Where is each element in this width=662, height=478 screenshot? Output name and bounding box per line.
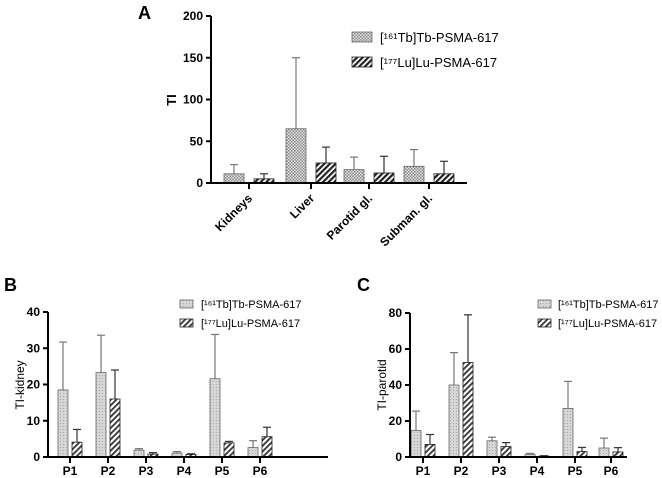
bar-diagonal-hatch-p3 (500, 446, 512, 458)
bar-light-dotted-p3 (133, 449, 145, 458)
x-tick-label: P1 (416, 464, 431, 478)
panel-label: B (4, 275, 17, 295)
y-tick-label: 10 (27, 414, 41, 428)
legend-swatch-checkered (351, 31, 373, 43)
y-axis-label: TI-kidney (13, 360, 27, 409)
y-tick-label: 200 (183, 9, 203, 23)
legend-swatch-diagonal-hatch (179, 318, 194, 328)
x-tick-label: P3 (492, 464, 507, 478)
legend-swatch-light-dotted (179, 299, 194, 309)
bar-diagonal-hatch-p2 (462, 362, 474, 458)
bar-checkered-parotid-gl- (343, 169, 365, 184)
y-tick-label: 20 (389, 414, 403, 428)
y-tick-label: 50 (190, 134, 204, 148)
legend-label: [¹⁷⁷Lu]Lu-PSMA-617 (380, 55, 497, 70)
y-tick-label: 0 (196, 176, 203, 190)
legend-swatch-diagonal-hatch (537, 318, 552, 328)
legend-swatch-dense-diagonal (351, 56, 373, 68)
bar-diagonal-hatch-p2 (109, 398, 121, 458)
x-tick-label: P6 (604, 464, 619, 478)
bar-light-dotted-p5 (209, 378, 221, 458)
y-tick-label: 60 (389, 342, 403, 356)
bar-checkered-subman-gl- (403, 165, 425, 184)
y-tick-label: 40 (389, 378, 403, 392)
x-tick-label: P2 (454, 464, 469, 478)
bar-diagonal-hatch-p6 (261, 436, 273, 458)
bar-light-dotted-p2 (95, 372, 107, 458)
chart-panel-b: B TI-kidney 0 10 20 30 40 P1 P2 P3 P4 P5 P6 [¹⁶¹Tb]Tb… (4, 275, 328, 478)
legend-label: [¹⁶¹Tb]Tb-PSMA-617 (380, 30, 499, 45)
legend-label: [¹⁶¹Tb]Tb-PSMA-617 (558, 299, 659, 311)
legend-label: [¹⁷⁷Lu]Lu-PSMA-617 (558, 318, 657, 330)
x-tick-label: P3 (139, 464, 154, 478)
chart-panel-a: A TI 0 50 100 150 200 Kidneys Liver Parotid gl. Su… (138, 3, 499, 249)
x-tick-label: P6 (253, 464, 268, 478)
bar-light-dotted-p6 (247, 447, 259, 458)
panel-label: A (138, 3, 151, 23)
legend: [¹⁶¹Tb]Tb-PSMA-617 [¹⁷⁷Lu]Lu-PSMA-617 (179, 299, 302, 330)
y-tick-label: 100 (183, 93, 203, 107)
y-tick-label: 150 (183, 51, 203, 65)
bar-light-dotted-p5 (562, 407, 574, 458)
legend-label: [¹⁶¹Tb]Tb-PSMA-617 (201, 299, 302, 311)
y-tick-label: 20 (27, 378, 41, 392)
chart-panel-c: C TI-parotid 0 20 40 60 80 P1 P2 P3 P4 P5 P6 [¹⁶¹Tb]T… (357, 275, 659, 478)
bar-light-dotted-p6 (598, 447, 610, 458)
legend: [¹⁶¹Tb]Tb-PSMA-617 [¹⁷⁷Lu]Lu-PSMA-617 (537, 299, 659, 330)
x-tick-label: Kidneys (212, 191, 255, 234)
x-tick-label: Parotid gl. (324, 191, 375, 242)
y-axis-label: TI (164, 94, 179, 106)
bar-diagonal-hatch-p1 (424, 443, 436, 458)
bar-checkered-liver (285, 128, 307, 184)
x-tick-label: Subman. gl. (377, 191, 435, 249)
x-tick-label: P4 (530, 464, 545, 478)
bar-dense-diagonal-parotid-gl- (373, 172, 395, 184)
bar-light-dotted-p2 (448, 384, 460, 458)
y-axis-label: TI-parotid (375, 359, 389, 410)
bar-diagonal-hatch-p1 (71, 441, 83, 458)
x-tick-label: P5 (215, 464, 230, 478)
bar-light-dotted-p1 (410, 429, 422, 458)
y-tick-label: 0 (33, 450, 40, 464)
bar-checkered-kidneys (223, 173, 245, 184)
y-tick-label: 0 (395, 450, 402, 464)
x-tick-label: P2 (101, 464, 116, 478)
bar-dense-diagonal-subman-gl- (433, 173, 455, 184)
legend: [¹⁶¹Tb]Tb-PSMA-617 [¹⁷⁷Lu]Lu-PSMA-617 (351, 30, 499, 70)
bar-diagonal-hatch-p5 (223, 442, 235, 458)
bar-light-dotted-p3 (486, 440, 498, 458)
x-tick-label: Liver (287, 191, 317, 221)
bar-dense-diagonal-liver (315, 162, 337, 184)
legend-label: [¹⁷⁷Lu]Lu-PSMA-617 (201, 318, 300, 330)
bar-light-dotted-p1 (57, 389, 69, 458)
y-tick-label: 40 (27, 305, 41, 319)
x-tick-label: P5 (568, 464, 583, 478)
legend-swatch-light-dotted (537, 299, 552, 309)
y-tick-label: 30 (27, 341, 41, 355)
x-tick-label: P4 (177, 464, 192, 478)
x-tick-label: P1 (63, 464, 78, 478)
panel-label: C (357, 275, 370, 295)
y-tick-label: 80 (389, 306, 403, 320)
